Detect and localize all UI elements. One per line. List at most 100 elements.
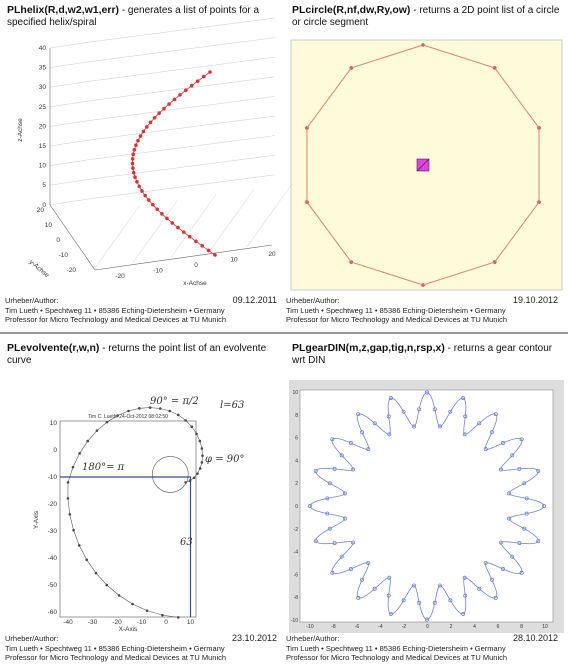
gear-point [507,491,511,496]
affiliation: Professor for Micro Technology and Medic… [286,653,508,662]
gear-point [356,595,361,600]
gear-point [522,481,527,486]
evolvente-point [72,528,75,532]
circle-point [492,66,497,70]
grid-line [89,135,276,160]
gear-contour [309,392,545,620]
helix-point [155,207,159,212]
evolvente-point [131,602,134,606]
author-label: Urheber/Author: [5,634,59,643]
gear-point [507,516,511,521]
axis-label: Y-Axis [33,510,40,529]
y-tick-label: 10 [45,222,53,229]
gear-point [349,567,353,571]
grid-line [49,178,91,186]
evolvente-point [145,609,149,612]
handwritten-note: 90° = π/2 [150,396,199,407]
gear-point [425,390,429,395]
gear-point [412,424,416,429]
helix-point [189,83,194,88]
gear-point [360,430,365,435]
gear-point [536,468,541,473]
gear-point [483,447,488,452]
gear-point [461,396,466,401]
grid-line [89,37,276,62]
gear-point [401,409,406,414]
gear-point [477,421,482,426]
gear-point [438,424,442,429]
helix-point [140,189,144,193]
gear-point [463,414,468,419]
circle-point [421,283,425,287]
evolvente-point [71,465,75,469]
gear-point [542,504,546,508]
function-name: PLevolvente(r,w,n) [7,342,100,354]
z-tick-label: 0 [42,202,46,209]
gear-point [327,481,332,486]
gear-point [448,598,453,603]
y-tick-label: 10 [292,390,298,396]
z-tick-label: 30 [39,84,47,91]
gear-point [349,441,353,445]
evolvente-point [117,594,121,597]
y-tick-label: -60 [48,609,58,616]
gear-point [463,593,468,598]
helix-point [195,79,200,83]
helix-point [183,88,188,93]
address: Tim Lueth • Spechtweg 11 • 85386 Eching-… [5,643,225,653]
x-tick-label: 20 [268,251,276,258]
gear-point [501,441,505,445]
author-label: Urheber/Author: [286,296,340,305]
x-tick-label: 0 [426,624,429,630]
address: Tim Lueth • Spechtweg 11 • 85386 Eching-… [286,305,506,315]
z-tick-label: 15 [39,143,47,150]
y-tick-label: -4 [294,550,299,556]
evolvente-point [176,616,180,619]
evolvente-point [168,409,172,413]
gear-point [417,407,422,412]
author-block: Urheber/Author: 09.12.2011 Tim Lueth • Spe… [5,295,277,325]
evolvente-point [184,419,187,422]
evolvente-point [200,461,204,464]
handwritten-note: 180°= π [82,462,125,473]
helix-point [202,74,206,79]
helix-point [136,138,140,143]
gear-point [351,540,355,545]
grid-line [49,120,91,127]
date: 09.12.2011 [232,295,277,305]
gear-point [313,468,318,473]
gear-point [432,600,437,605]
x-tick-label: 10 [187,619,195,626]
evolvente-point [184,481,187,484]
gear-point [386,593,391,598]
stamp: Tim C. Lueth: 24-Oct-2012 08:02:50 [88,414,168,420]
function-description: - returns the point list of an evolvente… [7,343,267,366]
gear-point [366,447,371,452]
evolvente-point [198,439,202,443]
evolvente-point [188,479,192,482]
circle-point [537,126,541,130]
z-tick-label: 40 [39,45,47,52]
x-tick-label: -2 [402,624,407,630]
y-tick-label: 6 [295,436,298,442]
x-tick-label: 0 [164,619,168,626]
helix-point [134,143,138,147]
gear-point [401,598,406,603]
gear-point [360,577,365,582]
gear-point [356,412,361,417]
y-tick-label: -30 [48,528,58,535]
address: Tim Lueth • Spechtweg 11 • 85386 Eching-… [286,643,506,653]
circle-point [349,260,354,264]
gear-point [510,453,515,458]
handwritten-note: l=63 [220,400,244,411]
center-marker [416,158,430,172]
grid-line [94,204,141,269]
evolvente-point [138,407,141,410]
x-tick-label: -6 [355,624,360,630]
evolvente-point [66,497,70,500]
helix-point [200,244,205,248]
grid-line [170,194,217,258]
gear-point [388,611,393,616]
evolvente-point [158,407,162,410]
